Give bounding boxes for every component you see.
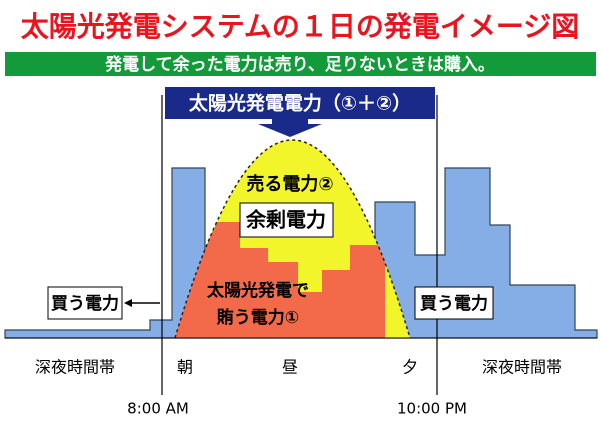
period: 深夜時間帯: [482, 358, 562, 377]
header-bg: [165, 87, 435, 119]
banner-bg: [5, 52, 596, 76]
banner: 発電して余った電力は売り、足りないときは購入。: [104, 54, 495, 75]
time: 8:00 AM: [127, 400, 189, 418]
self-use-area: [175, 222, 385, 338]
period: 深夜時間帯: [35, 358, 115, 377]
label-box: [239, 202, 334, 238]
time: 10:00 PM: [397, 400, 467, 418]
label-solar: 賄う電力①: [216, 307, 299, 328]
label-solar: 太陽光発電で: [207, 280, 309, 301]
solar-curve: [174, 139, 411, 339]
label-buy: 買う電力: [51, 293, 119, 314]
period: 朝: [177, 358, 193, 377]
label-sell: 売る電力②: [246, 173, 333, 195]
label-box: [47, 286, 123, 320]
header: 太陽光発電電力（①＋②）: [189, 92, 411, 115]
label-surplus: 余剰電力: [245, 208, 326, 232]
arrow-head: [124, 299, 132, 307]
label-buy: 買う電力: [420, 293, 488, 314]
label-box: [414, 286, 494, 320]
down-arrow: [258, 119, 322, 137]
period: 夕: [402, 358, 418, 377]
title: 太陽光発電システムの１日の発電イメージ図: [21, 10, 580, 43]
period: 昼: [282, 358, 298, 377]
